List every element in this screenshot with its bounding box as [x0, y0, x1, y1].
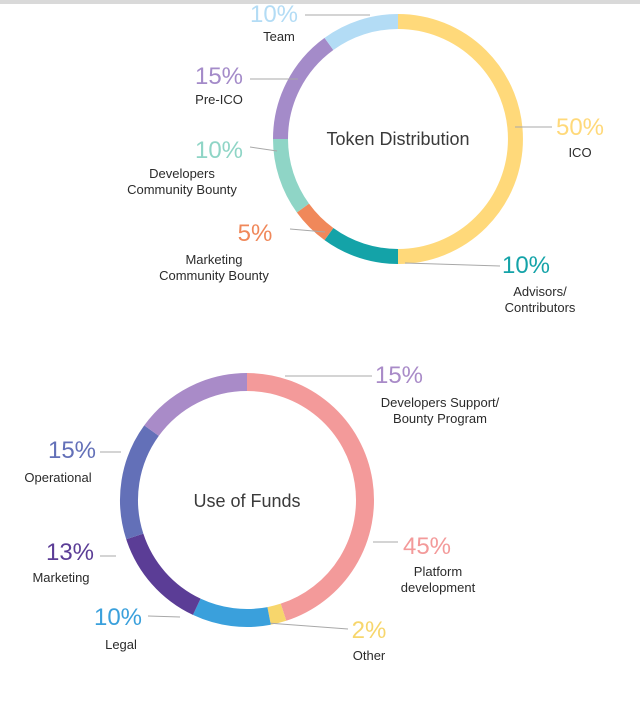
slice-percent-legal: 10%: [94, 604, 142, 631]
slice-percent-other: 2%: [352, 617, 387, 644]
slice-label-developers-support-bounty-program: Developers Support/Bounty Program: [381, 395, 500, 426]
slice-label-pre-ico: Pre-ICO: [195, 92, 243, 107]
slice-label-marketing-community-bounty: Marketing Community Bounty: [159, 252, 269, 283]
slice-advisors-contributors: [324, 227, 399, 264]
slice-team: [324, 14, 399, 51]
slice-label-legal: Legal: [105, 637, 137, 652]
leader-line-advisors-contributors: [404, 262, 501, 267]
slice-pre-ico: [273, 37, 334, 140]
slice-operational: [120, 425, 159, 540]
slice-percent-developers-community-bounty: 10%: [195, 137, 243, 164]
slice-ico: [397, 14, 523, 264]
slice-developers-community-bounty: [273, 138, 310, 213]
top-border: [0, 0, 640, 4]
slice-percent-pre-ico: 15%: [195, 63, 243, 90]
slice-label-platform-development: Platform development: [401, 564, 476, 595]
leader-line-marketing-community-bounty: [289, 228, 326, 233]
leader-line-developers-community-bounty: [249, 146, 278, 152]
slice-marketing-community-bounty: [296, 203, 334, 241]
slice-percent-platform-development: 45%: [403, 533, 451, 560]
slice-percent-ico: 50%: [556, 114, 604, 141]
slice-label-marketing: Marketing: [32, 570, 89, 585]
slice-label-ico: ICO: [568, 145, 591, 160]
slice-percent-marketing: 13%: [46, 539, 94, 566]
slice-label-team: Team: [263, 29, 295, 44]
chart-title: Token Distribution: [326, 129, 469, 149]
use-of-funds-chart: 45% Platform development 2% Other 10% Legal 13%…: [24, 362, 499, 663]
slice-legal: [192, 598, 271, 627]
slice-label-operational: Operational: [24, 470, 91, 485]
slice-platform-development: [246, 373, 374, 621]
slice-label-other: Other: [353, 648, 386, 663]
slice-percent-marketing-community-bounty: 5%: [238, 220, 273, 247]
slice-percent-operational: 15%: [48, 437, 96, 464]
slice-marketing: [126, 533, 201, 615]
slice-percent-developers-support-bounty-program: 15%: [375, 362, 423, 389]
token-distribution-chart: 50% ICO 10% Advisors/Contributors 5% Marketin…: [127, 1, 604, 315]
chart-title: Use of Funds: [193, 491, 300, 511]
slice-label-advisors-contributors: Advisors/Contributors: [505, 284, 576, 315]
slice-label-developers-community-bounty: Developers Community Bounty: [127, 166, 237, 197]
leader-line-legal: [147, 615, 181, 618]
slice-other: [267, 603, 287, 625]
slice-percent-advisors-contributors: 10%: [502, 252, 550, 279]
slice-percent-team: 10%: [250, 1, 298, 28]
slice-developers-support-bounty-program: [144, 373, 248, 437]
